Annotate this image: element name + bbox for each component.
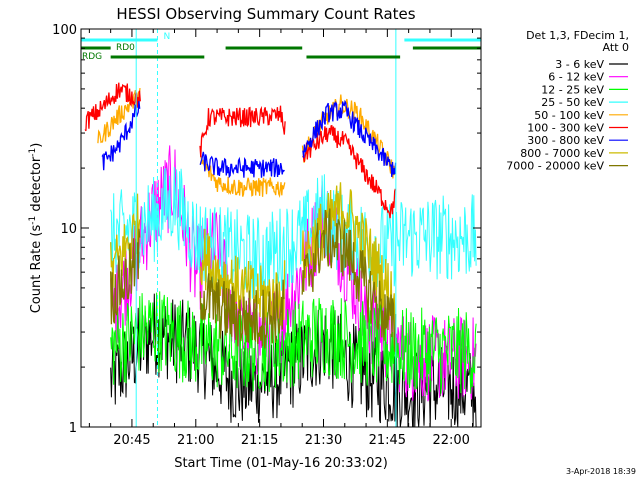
- flag-label: RDG: [82, 52, 102, 62]
- series-line: [110, 291, 477, 396]
- legend-label: 100 - 300 keV: [527, 122, 604, 135]
- series-line: [84, 82, 397, 219]
- y-tick-label: 100: [52, 23, 77, 38]
- timestamp: 3-Apr-2018 18:39: [566, 467, 636, 476]
- flag-label: RD0: [116, 43, 135, 53]
- chart-title: HESSI Observing Summary Count Rates: [116, 5, 415, 23]
- x-tick-label: 21:15: [241, 433, 278, 448]
- legend-label: 50 - 100 keV: [534, 109, 604, 122]
- x-axis-label: Start Time (01-May-16 20:33:02): [174, 456, 388, 471]
- series-line: [110, 167, 477, 299]
- series-layer: [84, 82, 477, 427]
- x-tick-label: 21:45: [369, 433, 406, 448]
- x-tick-label: 21:30: [305, 433, 342, 448]
- legend-label: 800 - 7000 keV: [520, 147, 604, 160]
- y-axis-label-sup2: -1: [28, 148, 38, 157]
- legend-label: 25 - 50 keV: [541, 96, 604, 109]
- series-line: [101, 99, 397, 179]
- y-axis-label-mid: detector: [29, 156, 44, 216]
- y-tick-label: 1: [69, 421, 77, 436]
- series-line: [110, 208, 397, 352]
- flag-bars: N RD0 RDG: [80, 32, 481, 62]
- x-tick-label: 22:00: [432, 433, 469, 448]
- flag-label: N: [163, 32, 170, 42]
- x-tick-label: 20:45: [113, 433, 150, 448]
- y-axis-label-sup1: -1: [28, 216, 38, 225]
- x-tick-label: 21:00: [177, 433, 214, 448]
- y-axis-label: Count Rate (s-1 detector-1): [28, 143, 44, 314]
- legend-label: 3 - 6 keV: [555, 58, 604, 71]
- legend-label: 300 - 800 keV: [527, 134, 604, 147]
- axes: 20:45 21:00 21:15 21:30 21:45 22:00 1 10 100: [52, 23, 481, 448]
- y-axis-label-end: ): [29, 143, 44, 148]
- legend-label: 7000 - 20000 keV: [506, 160, 604, 173]
- y-tick-label: 10: [60, 222, 77, 237]
- legend-header-line2: Att 0: [603, 41, 629, 54]
- legend-label: 12 - 25 keV: [541, 83, 604, 96]
- legend-header-line1: Det 1,3, FDecim 1,: [526, 29, 629, 42]
- y-axis-label-main: Count Rate (s: [29, 225, 44, 314]
- legend-label: 6 - 12 keV: [548, 71, 604, 84]
